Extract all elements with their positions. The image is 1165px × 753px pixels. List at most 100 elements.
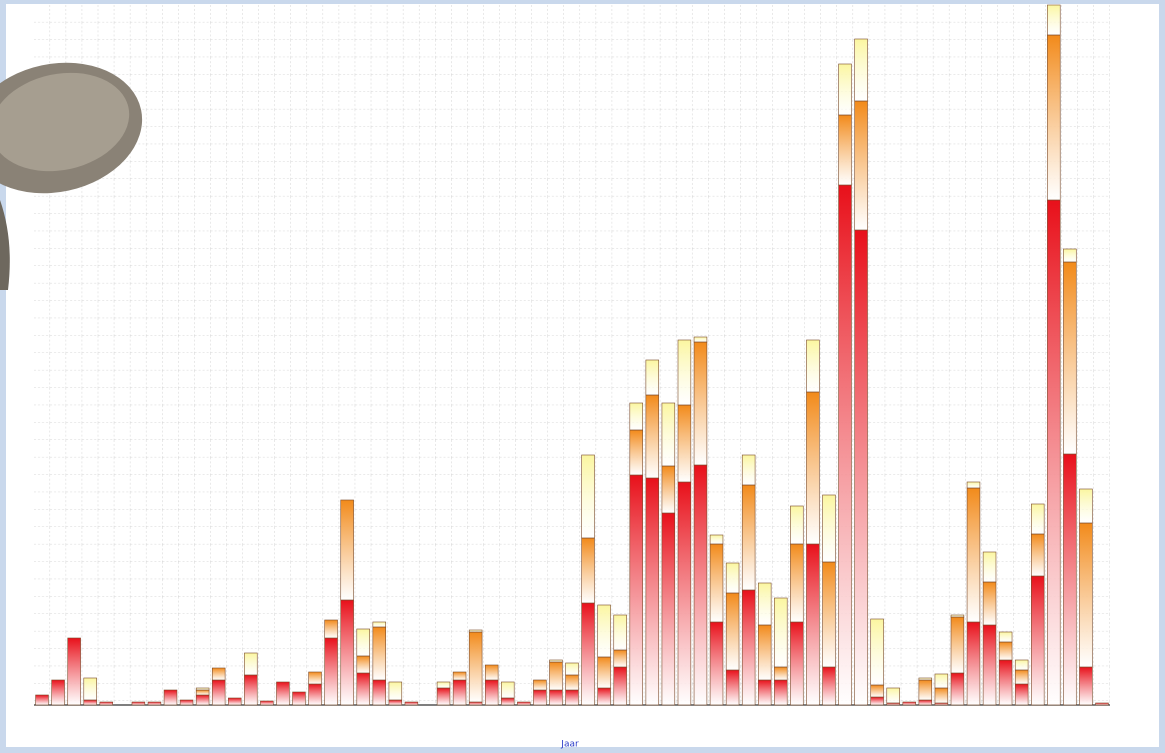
bar-segment bbox=[806, 339, 820, 393]
bar-segment bbox=[565, 662, 579, 676]
bar-segment bbox=[228, 697, 242, 706]
x-axis-title: Jaar bbox=[560, 740, 579, 750]
bar-segment bbox=[870, 684, 884, 698]
bar-segment bbox=[484, 679, 499, 706]
bar-segment bbox=[854, 100, 868, 231]
bar-segment bbox=[1014, 659, 1029, 671]
bar-segment bbox=[741, 454, 756, 486]
bar-segment bbox=[934, 687, 949, 704]
bar-segment bbox=[757, 582, 772, 626]
bar-segment bbox=[1063, 261, 1077, 455]
bar-segment bbox=[757, 679, 772, 706]
bar-segment bbox=[179, 699, 194, 706]
bar-segment bbox=[838, 184, 852, 706]
bar-segment bbox=[934, 673, 949, 689]
bar-segment bbox=[870, 696, 884, 706]
bar-segment bbox=[452, 679, 467, 706]
bar-segment bbox=[950, 616, 965, 674]
bar-segment bbox=[982, 581, 997, 626]
bar-segment bbox=[902, 701, 916, 706]
bar-segment bbox=[677, 481, 692, 706]
bar-segment bbox=[918, 677, 933, 681]
bar-segment bbox=[131, 701, 146, 706]
bar-segment bbox=[629, 402, 643, 431]
bar-segment bbox=[709, 621, 724, 706]
bar-segment bbox=[517, 701, 531, 706]
bar-segment bbox=[645, 477, 660, 706]
bar-segment bbox=[741, 589, 756, 706]
bar-segment bbox=[211, 667, 226, 681]
bar-segment bbox=[998, 659, 1013, 706]
bar-segment bbox=[950, 614, 965, 618]
bar-segment bbox=[83, 677, 97, 701]
bar-segment bbox=[790, 621, 804, 706]
bar-segment bbox=[308, 671, 322, 685]
bar-segment bbox=[372, 626, 387, 681]
bar-segment bbox=[436, 687, 451, 706]
bar-segment bbox=[725, 562, 740, 594]
bar-segment bbox=[244, 652, 258, 676]
bar-segment bbox=[1063, 453, 1077, 706]
bar-segment bbox=[966, 487, 981, 623]
bar-segment bbox=[1031, 533, 1045, 577]
bar-segment bbox=[356, 655, 370, 674]
bar-segment bbox=[838, 114, 852, 186]
bar-segment bbox=[1031, 503, 1045, 535]
bar-segment bbox=[308, 683, 322, 706]
bar-segment bbox=[83, 699, 97, 706]
bar-segment bbox=[468, 631, 483, 703]
bar-segment bbox=[484, 664, 499, 681]
bar-segment bbox=[195, 694, 210, 706]
bar-segment bbox=[533, 689, 547, 706]
bar-segment bbox=[822, 666, 836, 706]
bar-segment bbox=[549, 659, 563, 663]
bar-segment bbox=[774, 666, 788, 681]
bar-segment bbox=[549, 689, 563, 706]
bar-segment bbox=[725, 669, 740, 706]
bar-segment bbox=[998, 631, 1013, 643]
bar-segment bbox=[806, 391, 820, 545]
bar-segment bbox=[661, 465, 676, 514]
bar-segment bbox=[388, 699, 403, 706]
bar-segment bbox=[854, 229, 868, 706]
bar-segment bbox=[163, 689, 178, 706]
bar-segment bbox=[918, 679, 933, 701]
bar-segment bbox=[67, 637, 81, 706]
bar-segment bbox=[1063, 248, 1077, 263]
bar-segment bbox=[757, 624, 772, 681]
bar-segment bbox=[404, 701, 419, 706]
bar-segment bbox=[645, 359, 660, 396]
bar-segment bbox=[340, 599, 354, 706]
bar-segment bbox=[1047, 34, 1061, 201]
bar-segment bbox=[1079, 522, 1093, 668]
bar-segment bbox=[613, 666, 627, 706]
bar-segment bbox=[1079, 666, 1093, 706]
bar-segment bbox=[918, 699, 933, 706]
bar-segment bbox=[195, 687, 210, 691]
bar-segment bbox=[597, 687, 611, 706]
bar-segment bbox=[549, 661, 563, 691]
bar-segment bbox=[372, 679, 387, 706]
bar-segment bbox=[661, 402, 676, 467]
bar-segment bbox=[693, 341, 708, 466]
bar-segment bbox=[822, 494, 836, 563]
bar-segment bbox=[324, 619, 338, 639]
bar-segment bbox=[822, 561, 836, 668]
bar-segment bbox=[276, 681, 290, 706]
bar-segment bbox=[790, 543, 804, 623]
moth-image bbox=[0, 62, 143, 290]
bar-segment bbox=[565, 674, 579, 691]
bar-segment bbox=[870, 618, 884, 686]
bar-segment bbox=[774, 597, 788, 668]
bar-segment bbox=[709, 543, 724, 623]
bar-segment bbox=[340, 499, 354, 601]
grid bbox=[34, 5, 1110, 705]
bar-segment bbox=[1047, 4, 1061, 36]
bar-segment bbox=[661, 512, 676, 706]
bar-segment bbox=[1047, 199, 1061, 706]
bar-segment bbox=[741, 484, 756, 591]
bar-segment bbox=[388, 681, 403, 701]
bar-segment bbox=[501, 681, 515, 699]
